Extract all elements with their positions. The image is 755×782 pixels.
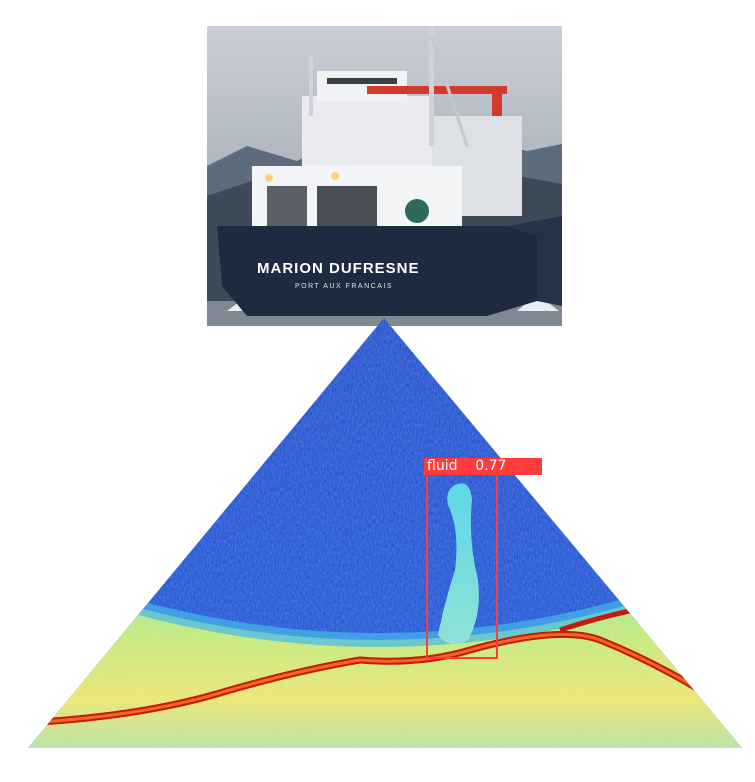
detection-box	[426, 473, 498, 659]
ice-floe	[517, 294, 559, 311]
bridge-windows	[327, 78, 397, 84]
ship-photo: MARION DUFRESNE PORT AUX FRANCAIS	[207, 26, 562, 326]
detection-score: 0.77	[475, 458, 507, 474]
detection-label: fluid 0.77	[424, 458, 542, 475]
home-port: PORT AUX FRANCAIS	[295, 283, 393, 290]
reel	[405, 199, 429, 223]
ship-illustration: MARION DUFRESNE PORT AUX FRANCAIS	[207, 26, 562, 326]
hull	[217, 226, 537, 316]
antenna	[309, 56, 313, 116]
detection-class: fluid	[427, 458, 458, 474]
red-stripe	[367, 86, 507, 94]
fluid-plume	[438, 483, 479, 644]
mast	[429, 26, 434, 146]
hull-name: MARION DUFRESNE	[257, 260, 420, 277]
